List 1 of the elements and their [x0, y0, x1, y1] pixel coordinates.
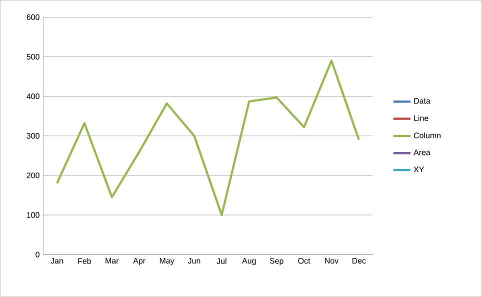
line-series: [56, 60, 360, 216]
